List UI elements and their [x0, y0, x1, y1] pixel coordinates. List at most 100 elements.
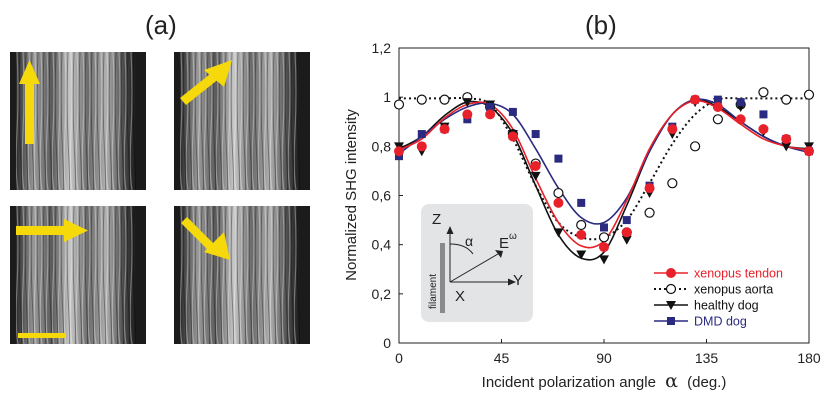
- xenopus-tendon-data-point: [416, 141, 427, 152]
- shg-image-down-right: [174, 206, 310, 344]
- y-tick-label: 0,2: [372, 286, 392, 302]
- healthy-dog-data-point: [462, 98, 473, 108]
- shg-image-up-right-graphic: [174, 52, 310, 190]
- x-axis-title-unit: (deg.): [687, 374, 726, 391]
- x-axis-title-text: Incident polarization angle: [482, 374, 656, 391]
- healthy-dog-data-point: [576, 250, 587, 260]
- x-axis-title-symbol: α: [665, 370, 678, 392]
- xenopus-aorta-data-point: [439, 94, 450, 105]
- inset-filament-label: filament: [428, 274, 439, 309]
- healthy-dog-data-point: [599, 255, 609, 265]
- filament-bar: [440, 243, 445, 313]
- xenopus-aorta-legend-marker: [665, 283, 677, 295]
- DMD-dog-legend-label: DMD dog: [694, 315, 747, 329]
- yellow-arrow-up-icon: [19, 60, 40, 144]
- inset-e-label: E: [499, 235, 509, 252]
- xenopus-tendon-data-point: [644, 183, 655, 194]
- xenopus-aorta-legend-label: xenopus aorta: [694, 283, 773, 297]
- xenopus-aorta-data-point: [667, 178, 678, 189]
- DMD-dog-data-point: [577, 198, 586, 207]
- y-tick-label: 0,8: [372, 138, 392, 154]
- y-tick-label: 0: [383, 335, 391, 351]
- xenopus-tendon-data-point: [485, 109, 496, 120]
- healthy-dog-legend-label: healthy dog: [694, 299, 759, 313]
- inset-e-superscript: ω: [509, 231, 517, 242]
- xenopus-tendon-legend-label: xenopus tendon: [694, 267, 783, 281]
- yellow-arrow-right-icon: [16, 219, 88, 242]
- yellow-arrow-down-right-icon: [181, 217, 230, 260]
- xenopus-tendon-data-point: [621, 227, 632, 238]
- panel-b-label: (b): [585, 10, 617, 40]
- x-tick-label: 90: [596, 350, 612, 366]
- DMD-dog-legend-marker: [667, 317, 675, 325]
- healthy-dog-legend-marker: [666, 301, 676, 310]
- x-axis-title: Incident polarization angle α (deg.): [482, 370, 727, 392]
- shg-image-up-right: [174, 52, 310, 190]
- shg-image-up-graphic: [10, 52, 146, 190]
- inset-diagram: Z α E ω Y X filament: [421, 204, 533, 322]
- xenopus-aorta-data-point: [644, 207, 655, 218]
- xenopus-tendon-data-point: [439, 124, 450, 135]
- DMD-dog-data-point: [417, 130, 426, 139]
- DMD-dog-data-point: [622, 216, 631, 225]
- xenopus-tendon-data-point: [576, 229, 587, 240]
- legend: xenopus tendon xenopus aorta healthy dog DM…: [654, 267, 783, 329]
- shg-image-down-right-graphic: [174, 206, 310, 344]
- shg-image-right-graphic: [10, 206, 146, 344]
- healthy-dog-data-point: [553, 228, 564, 238]
- xenopus-tendon-data-point: [781, 133, 792, 144]
- DMD-dog-data-point: [713, 95, 722, 104]
- xenopus-aorta-data-point: [758, 87, 769, 98]
- inset-y-label: Y: [513, 272, 523, 289]
- healthy-dog-data-point: [530, 171, 541, 181]
- DMD-dog-data-point: [600, 223, 608, 232]
- healthy-dog-data-point: [621, 235, 632, 245]
- xenopus-tendon-legend-marker: [666, 268, 676, 278]
- xenopus-aorta-data-point: [553, 187, 564, 199]
- xenopus-aorta-data-point: [416, 94, 427, 105]
- y-tick-label: 1,2: [372, 40, 392, 56]
- inset-alpha-label: α: [465, 233, 473, 249]
- xenopus-tendon-data-point: [507, 131, 518, 142]
- scale-bar: [18, 333, 66, 338]
- x-tick-label: 135: [695, 350, 719, 366]
- xenopus-tendon-data-point: [735, 114, 746, 125]
- DMD-dog-data-point: [759, 110, 768, 119]
- xenopus-tendon-data-point: [712, 102, 723, 112]
- x-tick-label: 45: [494, 350, 510, 366]
- xenopus-tendon-data-point: [530, 161, 541, 171]
- inset-x-label: X: [455, 288, 465, 305]
- xenopus-tendon-data-point: [462, 109, 473, 120]
- DMD-dog-data-point: [508, 107, 517, 116]
- inset-z-label: Z: [432, 211, 441, 228]
- xenopus-tendon-data-point: [599, 242, 609, 253]
- xenopus-tendon-data-point: [667, 124, 678, 135]
- xenopus-tendon-data-point: [804, 146, 814, 157]
- DMD-dog-data-point: [554, 154, 563, 163]
- xenopus-tendon-data-point: [553, 197, 564, 208]
- shg-image-up: [10, 52, 146, 190]
- panel-a-label: (a): [145, 10, 177, 40]
- y-tick-label: 1: [383, 89, 391, 105]
- healthy-dog-data-point: [781, 142, 792, 152]
- x-tick-label: 0: [395, 350, 403, 366]
- xenopus-aorta-data-point: [576, 219, 587, 231]
- xenopus-tendon-data-point: [690, 94, 701, 105]
- DMD-dog-data-point: [531, 130, 540, 139]
- xenopus-aorta-data-point: [393, 99, 405, 110]
- shg-image-right: [10, 206, 146, 344]
- xenopus-aorta-data-point: [712, 114, 723, 125]
- DMD-dog-data-point: [486, 103, 495, 111]
- xenopus-aorta-data-point: [598, 232, 610, 243]
- xenopus-tendon-data-point: [394, 146, 404, 157]
- DMD-dog-data-point: [736, 98, 745, 107]
- y-axis-title: Normalized SHG intensity: [343, 109, 360, 281]
- xenopus-aorta-data-point: [690, 141, 701, 152]
- x-tick-label: 180: [797, 350, 821, 366]
- xenopus-aorta-data-point: [781, 94, 792, 105]
- yellow-arrow-up-right-icon: [180, 60, 232, 105]
- xenopus-tendon-data-point: [758, 124, 769, 135]
- y-tick-label: 0,6: [372, 188, 392, 204]
- xenopus-aorta-data-point: [803, 89, 815, 100]
